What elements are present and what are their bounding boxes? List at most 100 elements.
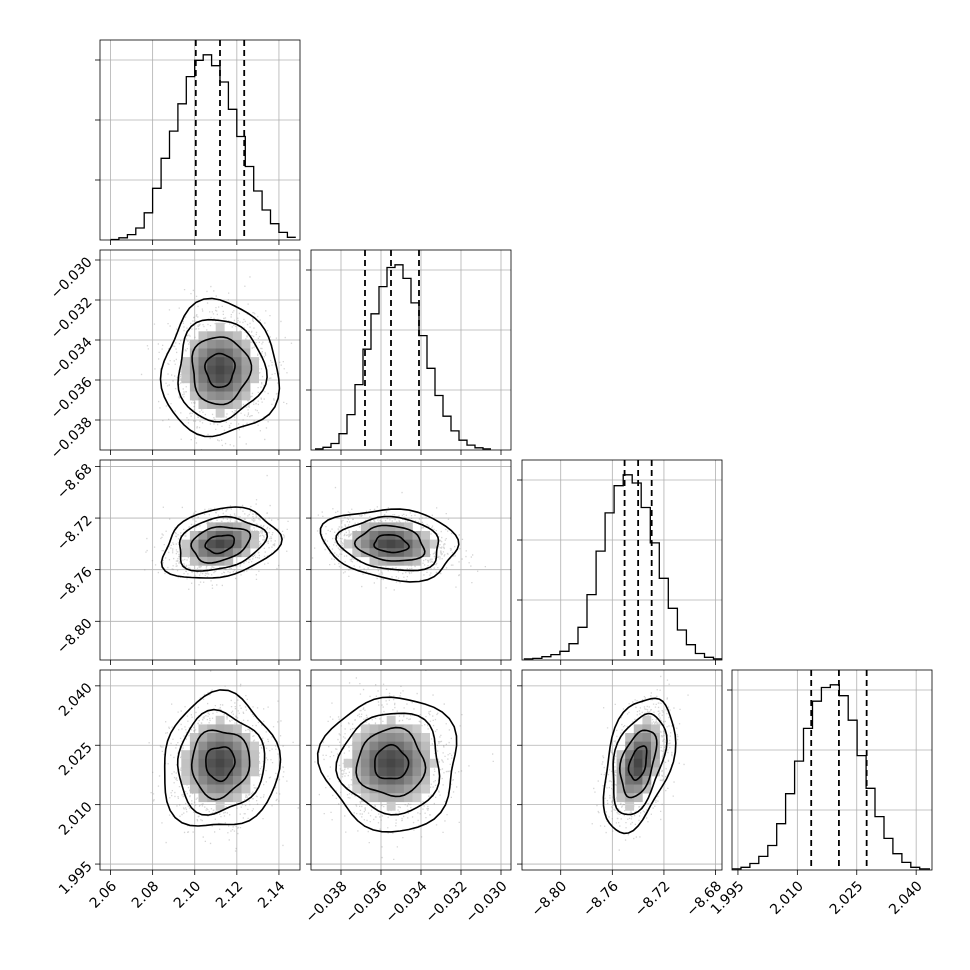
density-cell	[232, 776, 242, 785]
density-cell	[224, 391, 234, 401]
contour-level-2	[335, 515, 440, 572]
density-cell	[189, 391, 199, 401]
density-cell	[378, 741, 387, 751]
density-cell	[369, 733, 379, 742]
panel-frame	[99, 669, 301, 871]
density-cell	[198, 548, 208, 558]
density-cell	[625, 784, 635, 794]
density-cell	[395, 758, 405, 768]
density-cell	[360, 741, 370, 751]
density-cell	[215, 715, 225, 725]
density-content	[100, 670, 300, 870]
y-tick-label-1-2: −0.034	[48, 334, 96, 382]
density-cell	[412, 776, 422, 785]
contour-level-3	[159, 297, 281, 438]
x-tick-label-3-3: 2.040	[886, 878, 926, 918]
density-cell	[224, 348, 234, 358]
histogram-step	[315, 264, 491, 450]
density-panel-1-0	[95, 249, 301, 455]
density-cell	[189, 382, 199, 392]
density-content	[311, 670, 511, 870]
density-cell	[386, 522, 396, 532]
density-cell	[207, 357, 216, 366]
density-cell	[207, 331, 216, 341]
density-cell	[189, 348, 199, 358]
density-cell	[198, 382, 208, 392]
contour-level-3	[602, 697, 677, 835]
density-cell	[189, 539, 199, 549]
histogram-step	[523, 474, 722, 660]
y-tick-label-2-1: −8.76	[54, 564, 96, 606]
density-cell	[421, 733, 430, 742]
density-cell	[250, 758, 259, 768]
density-panel-3-1	[306, 669, 512, 875]
y-tick-label-2-0: −8.80	[54, 616, 96, 658]
density-cell	[412, 733, 422, 742]
contour-level-3	[160, 506, 283, 579]
density-cell	[378, 767, 387, 777]
density-cell	[360, 539, 370, 549]
density-cell	[378, 784, 387, 794]
density-cell	[215, 322, 225, 332]
density-cell	[395, 548, 405, 558]
density-cell	[642, 715, 652, 725]
density-cell	[386, 715, 396, 725]
y-tick-label-2-2: −8.72	[54, 512, 96, 554]
contour-level-2	[176, 708, 266, 816]
density-cell	[224, 776, 234, 785]
density-cell	[241, 750, 251, 760]
histogram-panel-0	[95, 39, 301, 245]
density-cell	[241, 539, 251, 549]
density-cell	[360, 776, 370, 785]
density-cell	[616, 784, 626, 794]
density-cell	[224, 548, 234, 558]
density-cell	[189, 741, 199, 751]
density-cell	[625, 776, 635, 785]
density-cell	[250, 357, 259, 366]
density-cell	[232, 331, 242, 341]
density-cell	[378, 733, 387, 742]
density-cell	[633, 758, 643, 768]
density-cell	[181, 750, 191, 760]
x-tick-label-0-4: 2.14	[255, 878, 288, 911]
contour-level-1	[355, 726, 427, 798]
panel-frame	[521, 459, 723, 661]
density-cell	[343, 758, 353, 768]
density-cell	[625, 741, 635, 751]
density-cell	[642, 784, 652, 794]
density-cell	[403, 531, 413, 540]
density-cell	[421, 531, 430, 540]
density-cell	[232, 793, 242, 803]
density-cell	[198, 750, 208, 760]
density-cell	[232, 767, 242, 777]
density-cell	[198, 331, 208, 341]
density-cell	[412, 793, 422, 803]
panel-frame	[310, 459, 512, 661]
density-cell	[421, 784, 430, 794]
density-cell	[386, 793, 396, 803]
density-cell	[369, 784, 379, 794]
density-cell	[207, 793, 216, 803]
density-panel-3-2	[517, 669, 723, 875]
density-cell	[421, 548, 430, 558]
contour-level-0	[204, 534, 236, 555]
density-cell	[241, 357, 251, 366]
density-cell	[386, 741, 396, 751]
density-cell	[651, 767, 660, 777]
density-cell	[360, 793, 370, 803]
density-cell	[207, 784, 216, 794]
density-cell	[403, 784, 413, 794]
density-cell	[241, 758, 251, 768]
density-cell	[198, 357, 208, 366]
contour-level-3	[316, 696, 458, 833]
density-cell	[189, 767, 199, 777]
contour-level-1	[353, 524, 426, 562]
density-cell	[421, 776, 430, 785]
density-cell	[642, 767, 652, 777]
density-cell	[651, 724, 660, 734]
density-cell	[224, 365, 234, 375]
density-cell	[198, 784, 208, 794]
density-cell	[207, 724, 216, 734]
x-tick-label-1-2: −0.034	[383, 878, 431, 926]
density-cell	[421, 750, 430, 760]
